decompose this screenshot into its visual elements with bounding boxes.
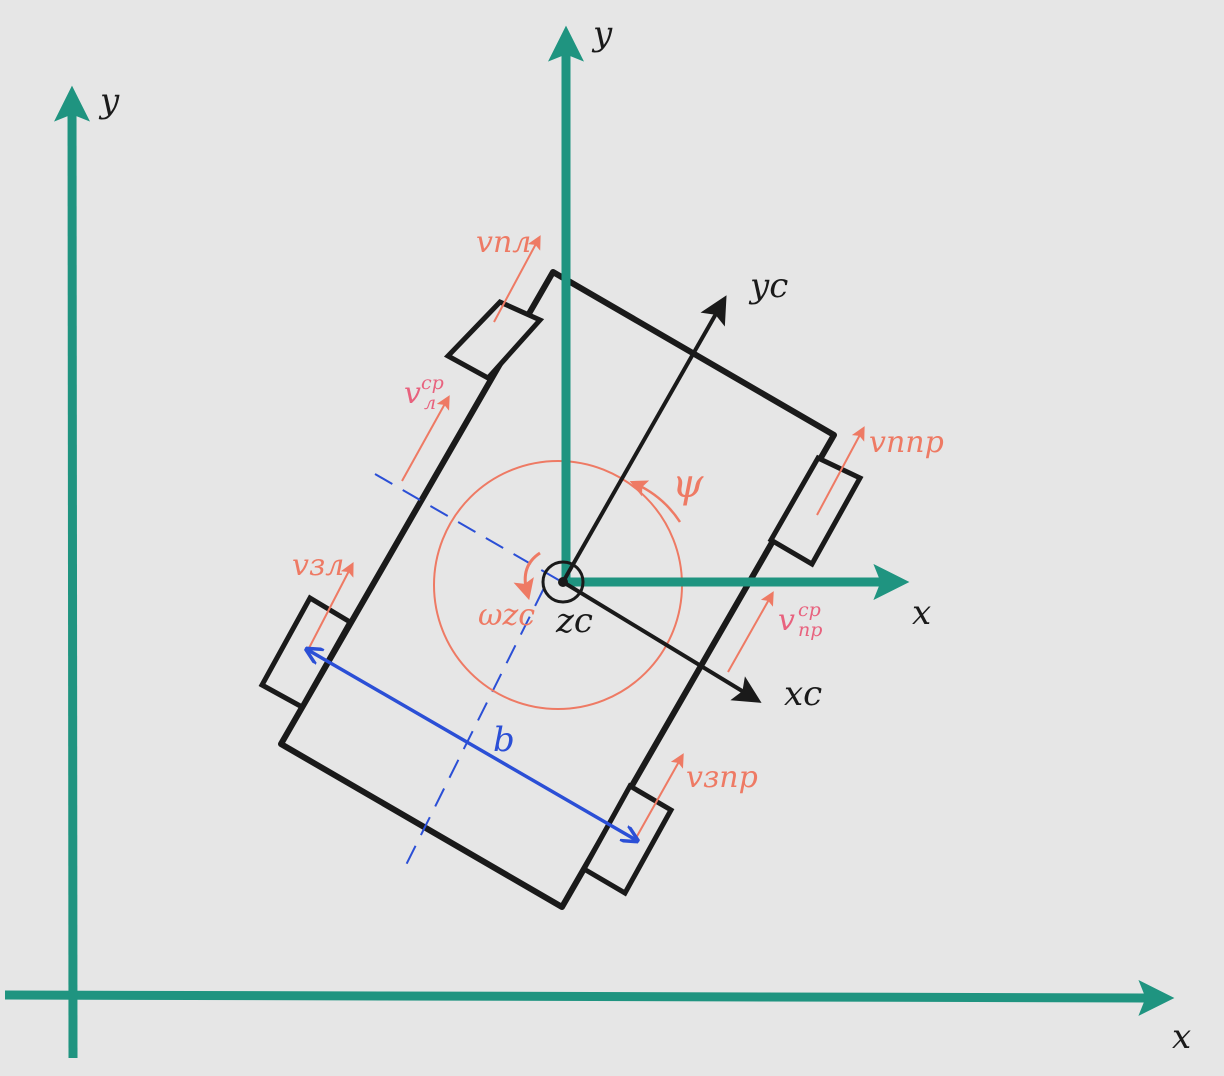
v-front-left-arrow [493, 235, 541, 323]
v-right-avg-base: v [778, 603, 795, 638]
v-left-avg-base: v [404, 376, 421, 411]
global-y-label: y [98, 81, 120, 121]
track-width-arrow [308, 650, 636, 840]
v-rear-left-label: vзл [292, 548, 344, 583]
v-left-avg-arrow [401, 395, 450, 482]
psi-arc-arrow [629, 480, 682, 523]
body-xc-label: xc [784, 674, 822, 714]
omega-label: ωzc [478, 598, 535, 633]
v-front-right-label: vппр [869, 425, 944, 460]
v-right-avg-arrow [727, 591, 774, 673]
v-left-avg-label: vср л [404, 372, 444, 414]
v-left-avg-sup: ср [421, 372, 444, 394]
global-x-label: x [1172, 1017, 1191, 1057]
track-width-label: b [493, 720, 515, 760]
psi-label: ψ [672, 461, 704, 507]
v-front-left-label: vпл [476, 225, 531, 260]
v-right-avg-label: v ср пр [778, 599, 822, 641]
v-right-avg-sup: ср [798, 599, 821, 621]
global-x-axis [4, 979, 1175, 1016]
wheel-rear-right [580, 782, 675, 897]
vehicle-body [278, 269, 837, 910]
wheel-front-right [767, 454, 864, 568]
v-rear-left-arrow [307, 562, 354, 651]
omega-arc-arrow [513, 551, 541, 601]
body-yc-label: yc [748, 266, 788, 306]
center-y-label: y [591, 14, 613, 54]
v-right-avg-sub: пр [798, 619, 822, 641]
body-yc-axis [561, 295, 727, 583]
v-rear-right-arrow [635, 753, 684, 839]
zc-origin-dot [558, 577, 568, 587]
zc-label: zc [555, 601, 593, 641]
body-xc-axis [561, 580, 762, 703]
center-x-label: x [912, 593, 931, 633]
v-left-avg-sub: л [424, 392, 436, 414]
global-y-axis [54, 85, 91, 1059]
v-rear-right-label: vзпр [686, 760, 758, 795]
zc-origin-circle [541, 560, 585, 604]
v-front-right-arrow [816, 426, 865, 516]
wheel-front-left [443, 298, 545, 382]
